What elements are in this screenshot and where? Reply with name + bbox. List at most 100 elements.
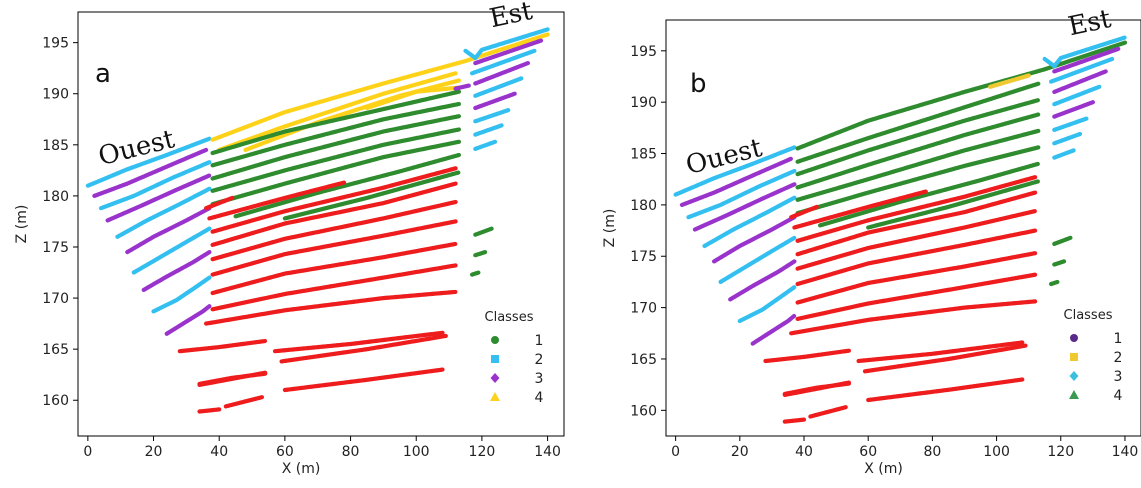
data-series-class-2: [98, 160, 212, 211]
data-series-class-2: [737, 285, 797, 324]
legend-marker-circle: [491, 336, 499, 344]
legend-marker-square: [491, 355, 499, 363]
x-tick-label: 60: [859, 444, 877, 460]
legend-marker-diamond: [1069, 371, 1079, 381]
data-series-class-0: [197, 407, 222, 414]
data-series-class-0: [856, 340, 1025, 364]
data-series-class-0: [210, 181, 458, 247]
data-series-class-1: [210, 139, 461, 207]
x-tick-label: 0: [671, 444, 680, 460]
x-tick-label: 40: [210, 444, 228, 460]
data-series-class-0: [204, 289, 458, 326]
data-series-class-4: [364, 85, 461, 111]
data-series-class-4: [210, 32, 550, 142]
data-series-class-0: [210, 166, 458, 234]
data-series-class-0: [210, 241, 458, 296]
data-series-class-2: [85, 136, 212, 188]
data-series-class-1: [795, 40, 1128, 151]
data-series-class-3: [679, 156, 794, 207]
y-tick-label: 190: [630, 95, 657, 111]
data-series-class-2: [1052, 148, 1076, 160]
data-series-class-1: [210, 101, 461, 168]
data-series-class-2: [1052, 131, 1083, 146]
data-series-class-0: [210, 263, 458, 312]
data-series-class-0: [177, 338, 268, 354]
data-series-class-0: [210, 219, 458, 277]
y-tick-label: 160: [42, 393, 69, 409]
data-series-class-3: [473, 91, 517, 111]
x-tick-label: 100: [403, 444, 430, 460]
x-tick-label: 20: [731, 444, 749, 460]
data-series-class-2: [702, 195, 797, 249]
data-series-class-0: [789, 204, 819, 220]
legend-title: Classes: [1064, 308, 1113, 323]
x-tick-label: 80: [342, 444, 360, 460]
data-series-class-3: [453, 83, 471, 91]
data-series-class-0: [792, 189, 929, 230]
data-layer: [673, 35, 1128, 424]
x-tick-label: 100: [983, 444, 1010, 460]
data-series-class-2: [1042, 35, 1128, 69]
data-series-class-0: [282, 367, 445, 393]
data-series-class-3: [692, 182, 797, 232]
y-tick-label: 175: [42, 240, 69, 256]
x-tick-label: 120: [469, 444, 496, 460]
data-series-class-0: [862, 343, 1028, 374]
data-series-class-3: [1052, 69, 1108, 95]
data-series-class-1: [210, 127, 461, 193]
data-series-class-0: [207, 180, 347, 221]
data-series-class-3: [125, 206, 212, 255]
data-series-class-2: [686, 168, 797, 220]
y-tick-label: 195: [42, 36, 69, 52]
data-series-class-0: [223, 395, 264, 409]
data-series-class-0: [795, 175, 1038, 243]
x-tick-label: 0: [83, 444, 92, 460]
y-tick-label: 165: [630, 352, 657, 368]
data-series-class-0: [795, 272, 1038, 321]
legend-entry-label: 1: [535, 333, 544, 349]
panel-label: b: [690, 69, 707, 99]
data-series-class-1: [795, 112, 1041, 190]
data-series-class-0: [782, 417, 807, 424]
data-series-class-3: [728, 259, 797, 302]
data-series-class-2: [151, 275, 212, 314]
data-series-class-2: [473, 107, 511, 124]
y-tick-label: 180: [42, 189, 69, 205]
data-series-class-0: [210, 199, 458, 262]
x-tick-label: 80: [923, 444, 941, 460]
data-series-class-1: [210, 89, 461, 156]
y-tick-label: 185: [630, 147, 657, 163]
data-series-class-0: [795, 251, 1038, 305]
panel-label: a: [95, 59, 111, 89]
data-series-class-3: [1052, 100, 1096, 119]
legend-title: Classes: [485, 310, 534, 325]
data-series-class-0: [789, 299, 1038, 336]
legend-entry-label: 2: [1114, 350, 1123, 366]
data-series-class-0: [197, 370, 268, 387]
y-axis-label: Z (m): [602, 209, 618, 248]
legend-marker-circle: [1070, 334, 1078, 342]
data-series-class-2: [473, 76, 524, 98]
data-series-class-4: [217, 71, 458, 152]
x-tick-label: 140: [1112, 444, 1139, 460]
legend-entry-label: 2: [535, 352, 544, 368]
data-series-class-0: [795, 209, 1038, 271]
y-tick-label: 175: [630, 249, 657, 265]
data-series-class-1: [470, 270, 481, 277]
data-series-class-3: [711, 215, 797, 264]
data-series-class-1: [282, 170, 461, 221]
data-series-class-1: [473, 250, 488, 258]
data-series-class-3: [92, 147, 209, 198]
data-series-class-1: [795, 81, 1041, 164]
data-series-class-3: [750, 313, 797, 346]
panel-a: 0 20 40 60 80 100 120 140 160 165 170 175 180 185 190 1…: [14, 0, 565, 477]
data-series-class-1: [866, 179, 1041, 230]
data-series-class-0: [763, 348, 852, 364]
y-axis-label: Z (m): [14, 205, 30, 244]
data-series-class-2: [718, 235, 797, 284]
y-tick-label: 170: [42, 291, 69, 307]
data-series-class-1: [1052, 235, 1073, 246]
data-series-class-3: [1052, 46, 1121, 74]
